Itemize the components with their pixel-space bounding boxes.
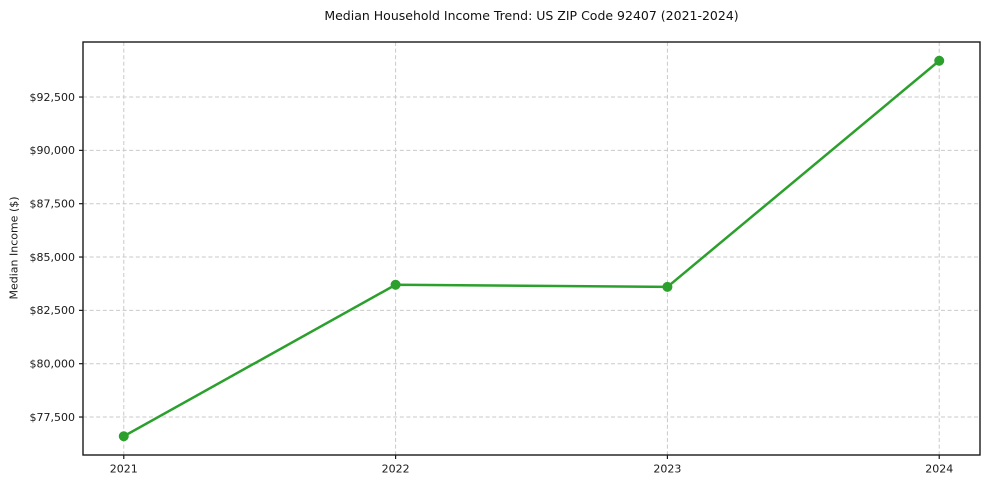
data-point-2022	[390, 279, 401, 290]
y-tick-label: $82,500	[30, 304, 76, 317]
x-tick-label: 2024	[925, 463, 953, 476]
x-tick-label: 2021	[110, 463, 138, 476]
x-tick-label: 2023	[653, 463, 681, 476]
y-tick-label: $85,000	[30, 251, 76, 264]
y-tick-label: $87,500	[30, 198, 76, 211]
y-tick-label: $77,500	[30, 411, 76, 424]
data-point-2024	[934, 55, 945, 66]
data-point-2023	[662, 281, 673, 292]
axes-border	[82, 41, 981, 456]
trend-line	[122, 59, 941, 438]
y-tick-label: $92,500	[30, 91, 76, 104]
chart-title: Median Household Income Trend: US ZIP Co…	[324, 8, 739, 23]
data-point-2021	[118, 431, 129, 442]
y-tick-label: $90,000	[30, 144, 76, 157]
y-tick-label: $80,000	[30, 357, 76, 370]
x-tick-label: 2022	[382, 463, 410, 476]
